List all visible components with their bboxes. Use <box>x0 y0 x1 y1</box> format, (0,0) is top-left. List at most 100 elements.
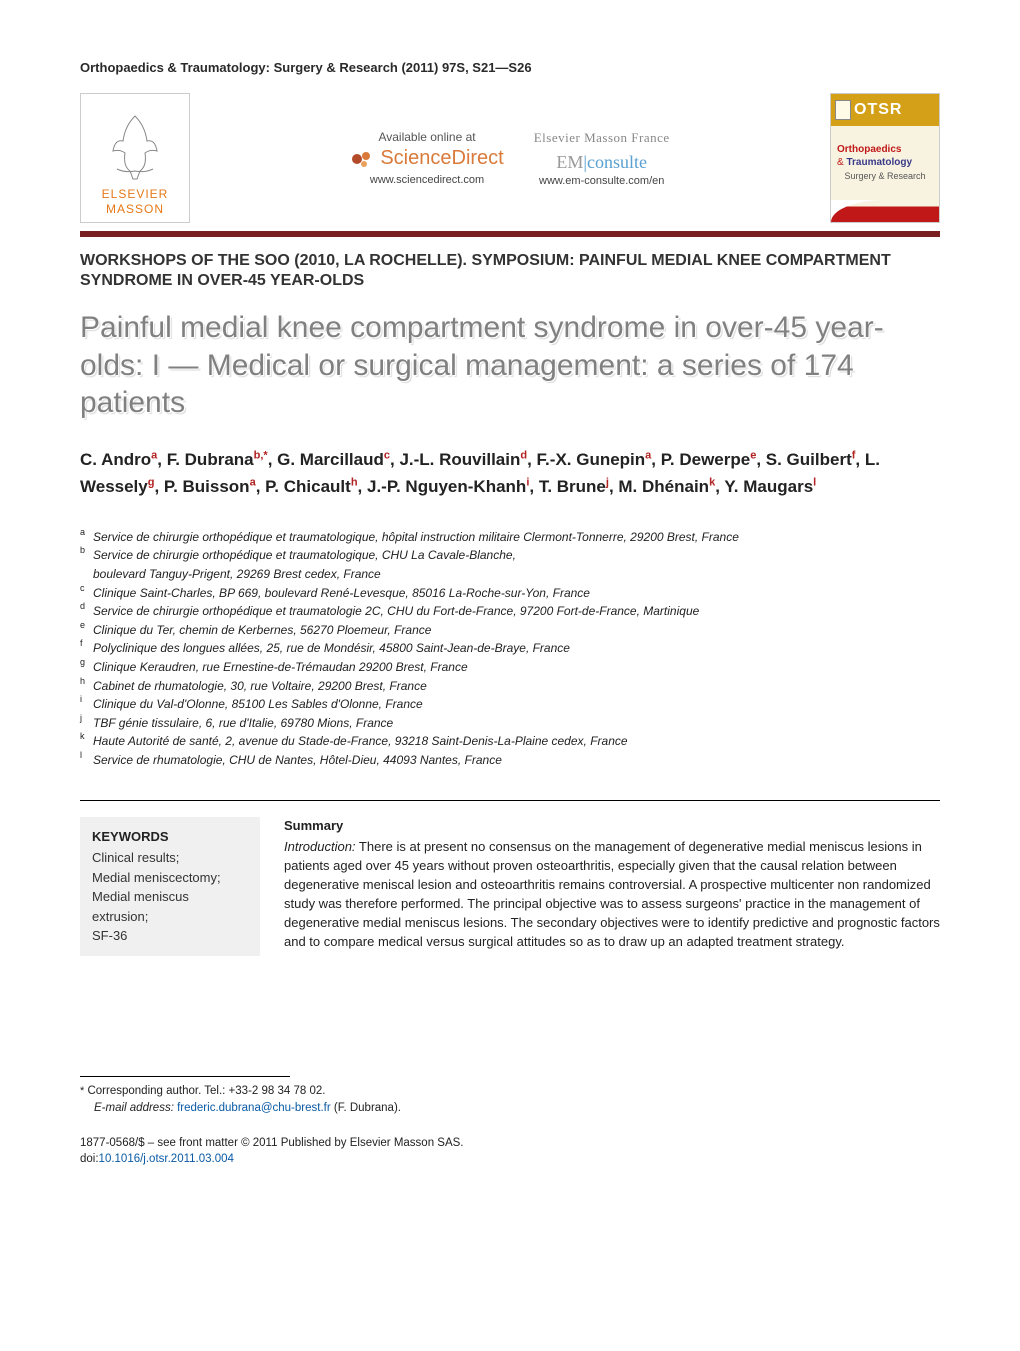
article-title: Painful medial knee compartment syndrome… <box>80 309 940 422</box>
keyword-item: SF-36 <box>92 926 248 946</box>
email-link[interactable]: frederic.dubrana@chu-brest.fr <box>177 1102 331 1114</box>
affiliation-row: boulevard Tanguy-Prigent, 29269 Brest ce… <box>80 565 940 584</box>
affiliation-text: Clinique Saint-Charles, BP 669, boulevar… <box>93 584 590 603</box>
affiliation-row: eClinique du Ter, chemin de Kerbernes, 5… <box>80 621 940 640</box>
email-author: (F. Dubrana). <box>334 1102 401 1114</box>
affiliation-text: Clinique du Ter, chemin de Kerbernes, 56… <box>93 621 431 640</box>
otsr-subtitle: Surgery & Research <box>837 171 933 183</box>
page-container: Orthopaedics & Traumatology: Surgery & R… <box>0 0 1020 1207</box>
affiliation-label: d <box>80 600 90 619</box>
affiliation-label: j <box>80 712 90 731</box>
issn-line: 1877-0568/$ – see front matter © 2011 Pu… <box>80 1135 940 1151</box>
em-text: EM <box>556 152 583 172</box>
corresponding-text: Corresponding author. Tel.: +33-2 98 34 … <box>87 1085 325 1097</box>
email-label: E-mail address: <box>94 1102 174 1114</box>
affiliation-label: c <box>80 582 90 601</box>
doi-line: doi:10.1016/j.otsr.2011.03.004 <box>80 1151 940 1167</box>
sciencedirect-brand[interactable]: ScienceDirect <box>350 146 503 172</box>
summary-box: Summary Introduction: There is at presen… <box>284 817 940 956</box>
keywords-box: KEYWORDS Clinical results;Medial menisce… <box>80 817 260 956</box>
affiliation-text: Polyclinique des longues allées, 25, rue… <box>93 639 570 658</box>
affiliation-label: a <box>80 526 90 545</box>
doi-link[interactable]: 10.1016/j.otsr.2011.03.004 <box>99 1153 234 1165</box>
otsr-top-bar: OTSR <box>831 94 939 126</box>
affiliation-text: Cabinet de rhumatologie, 30, rue Voltair… <box>93 677 427 696</box>
elsevier-tree-icon <box>105 111 165 181</box>
available-online-label: Available online at <box>350 130 503 144</box>
affiliation-row: gClinique Keraudren, rue Ernestine-de-Tr… <box>80 658 940 677</box>
summary-intro: Introduction: There is at present no con… <box>284 838 940 951</box>
affiliation-label: k <box>80 730 90 749</box>
summary-heading: Summary <box>284 817 940 836</box>
keyword-item: Clinical results; <box>92 848 248 868</box>
affiliation-label: b <box>80 544 90 563</box>
otsr-ortho: Orthopaedics <box>837 144 901 155</box>
otsr-amp: & <box>837 157 844 168</box>
sciencedirect-url[interactable]: www.sciencedirect.com <box>350 174 503 186</box>
affiliations-list: aService de chirurgie orthopédique et tr… <box>80 528 940 770</box>
sciencedirect-text: ScienceDirect <box>380 147 503 170</box>
otsr-acronym: OTSR <box>854 101 902 119</box>
affiliation-label: h <box>80 675 90 694</box>
affiliation-text: boulevard Tanguy-Prigent, 29269 Brest ce… <box>93 565 381 584</box>
elsevier-text: ELSEVIER <box>102 187 169 201</box>
affiliation-text: Service de rhumatologie, CHU de Nantes, … <box>93 751 502 770</box>
affiliation-label: g <box>80 656 90 675</box>
corresponding-author: * Corresponding author. Tel.: +33-2 98 3… <box>80 1083 940 1118</box>
affiliation-row: dService de chirurgie orthopédique et tr… <box>80 602 940 621</box>
elsevier-masson-france-label: Elsevier Masson France <box>534 130 670 146</box>
affiliation-row: jTBF génie tissulaire, 6, rue d'Italie, … <box>80 714 940 733</box>
elsevier-logo-text: ELSEVIER MASSON <box>102 187 169 216</box>
header-banner: ELSEVIER MASSON Available online at Scie… <box>80 93 940 237</box>
emconsulte-block: Elsevier Masson France EM|consulte www.e… <box>534 130 670 187</box>
affiliation-label: f <box>80 637 90 656</box>
intro-text: There is at present no consensus on the … <box>284 839 940 948</box>
workshop-header: WORKSHOPS OF THE SOO (2010, LA ROCHELLE)… <box>80 251 940 291</box>
sciencedirect-icon <box>350 146 376 172</box>
sciencedirect-block: Available online at ScienceDirect www.sc… <box>350 130 503 187</box>
otsr-journal-logo: OTSR Orthopaedics & Traumatology Surgery… <box>830 93 940 223</box>
affiliation-text: TBF génie tissulaire, 6, rue d'Italie, 6… <box>93 714 393 733</box>
abstract-section: KEYWORDS Clinical results;Medial menisce… <box>80 800 940 956</box>
star-icon: * <box>80 1085 84 1097</box>
keyword-item: Medial meniscectomy; <box>92 868 248 888</box>
otsr-flag-icon <box>835 100 851 120</box>
keywords-heading: KEYWORDS <box>92 827 248 847</box>
copyright-block: 1877-0568/$ – see front matter © 2011 Pu… <box>80 1135 940 1167</box>
masson-text: MASSON <box>102 202 169 216</box>
consulte-text: consulte <box>587 152 647 172</box>
affiliation-text: Clinique du Val-d'Olonne, 85100 Les Sabl… <box>93 695 423 714</box>
center-links: Available online at ScienceDirect www.sc… <box>210 130 810 187</box>
elsevier-masson-logo: ELSEVIER MASSON <box>80 93 190 223</box>
affiliation-row: iClinique du Val-d'Olonne, 85100 Les Sab… <box>80 695 940 714</box>
affiliation-text: Haute Autorité de santé, 2, avenue du St… <box>93 732 628 751</box>
journal-reference: Orthopaedics & Traumatology: Surgery & R… <box>80 60 940 75</box>
intro-label: Introduction: <box>284 839 356 854</box>
affiliation-row: kHaute Autorité de santé, 2, avenue du S… <box>80 732 940 751</box>
affiliation-row: aService de chirurgie orthopédique et tr… <box>80 528 940 547</box>
affiliation-text: Service de chirurgie orthopédique et tra… <box>93 546 516 565</box>
author-list: C. Androa, F. Dubranab,*, G. Marcillaudc… <box>80 446 940 500</box>
footer-separator <box>80 1076 290 1077</box>
affiliation-row: bService de chirurgie orthopédique et tr… <box>80 546 940 565</box>
affiliation-row: cClinique Saint-Charles, BP 669, bouleva… <box>80 584 940 603</box>
affiliation-text: Service de chirurgie orthopédique et tra… <box>93 602 699 621</box>
keyword-item: Medial meniscus extrusion; <box>92 887 248 926</box>
affiliation-row: hCabinet de rhumatologie, 30, rue Voltai… <box>80 677 940 696</box>
otsr-trauma: Traumatology <box>846 157 912 168</box>
affiliation-row: fPolyclinique des longues allées, 25, ru… <box>80 639 940 658</box>
affiliation-text: Service de chirurgie orthopédique et tra… <box>93 528 739 547</box>
corresponding-email-line: E-mail address: frederic.dubrana@chu-bre… <box>80 1100 940 1117</box>
emconsulte-brand[interactable]: EM|consulte <box>534 152 670 173</box>
corresponding-line1: * Corresponding author. Tel.: +33-2 98 3… <box>80 1083 940 1100</box>
affiliation-label: i <box>80 693 90 712</box>
otsr-title-area: Orthopaedics & Traumatology Surgery & Re… <box>831 126 939 200</box>
affiliation-text: Clinique Keraudren, rue Ernestine-de-Tré… <box>93 658 468 677</box>
affiliation-label <box>80 563 90 582</box>
emconsulte-url[interactable]: www.em-consulte.com/en <box>534 175 670 187</box>
doi-label: doi: <box>80 1153 99 1165</box>
affiliation-label: l <box>80 749 90 768</box>
affiliation-row: lService de rhumatologie, CHU de Nantes,… <box>80 751 940 770</box>
otsr-swoosh <box>831 200 939 222</box>
affiliation-label: e <box>80 619 90 638</box>
